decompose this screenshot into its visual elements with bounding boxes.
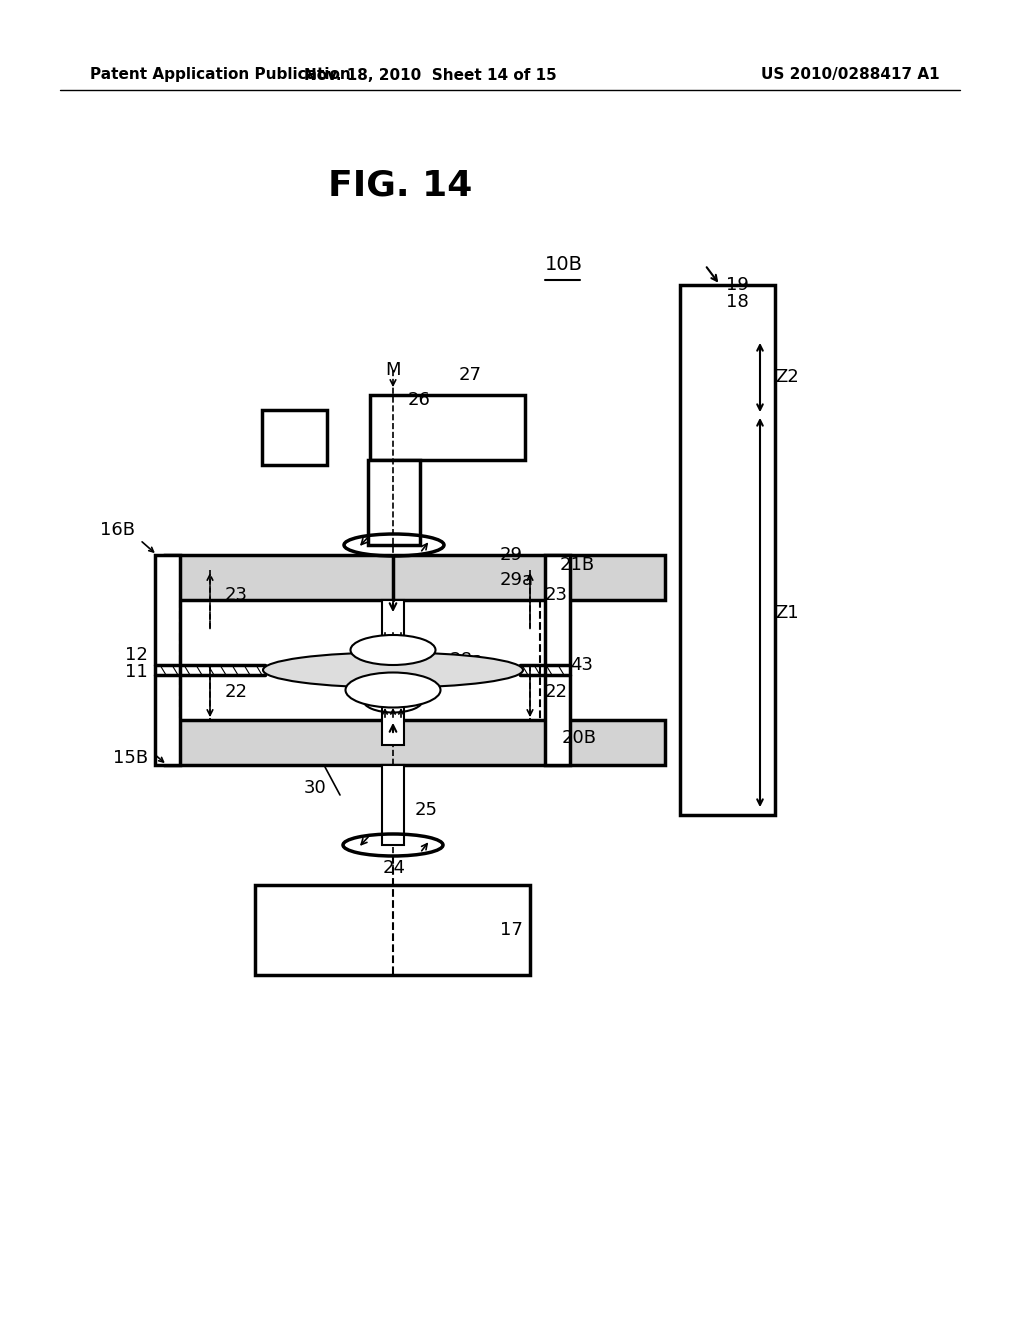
Text: Z1: Z1: [775, 605, 799, 622]
Text: 11: 11: [125, 663, 148, 681]
Text: Patent Application Publication: Patent Application Publication: [90, 67, 351, 82]
Text: 28: 28: [420, 671, 442, 689]
Text: 16B: 16B: [100, 521, 135, 539]
Bar: [382, 700, 404, 744]
Text: FIG. 14: FIG. 14: [328, 168, 472, 202]
Text: 23: 23: [225, 586, 248, 605]
Text: 29a: 29a: [500, 572, 535, 589]
Text: 24: 24: [383, 859, 406, 876]
Text: 20B: 20B: [562, 729, 597, 747]
Text: 22: 22: [545, 682, 568, 701]
Text: 22: 22: [225, 682, 248, 701]
Ellipse shape: [350, 635, 435, 665]
Bar: [382, 766, 404, 845]
Bar: [382, 601, 404, 645]
Text: Z2: Z2: [775, 368, 799, 385]
Text: 17: 17: [500, 921, 523, 939]
Text: 30: 30: [304, 779, 327, 797]
Bar: [255, 884, 530, 975]
Text: 28a: 28a: [450, 651, 484, 669]
Ellipse shape: [345, 672, 440, 708]
Bar: [370, 395, 525, 459]
Text: 15B: 15B: [113, 748, 148, 767]
Bar: [368, 459, 420, 545]
Text: US 2010/0288417 A1: US 2010/0288417 A1: [761, 67, 939, 82]
Text: 26: 26: [408, 391, 431, 409]
Bar: [545, 554, 570, 766]
Text: 10B: 10B: [545, 256, 583, 275]
Bar: [262, 411, 327, 465]
Text: 25: 25: [415, 801, 438, 818]
Text: 18: 18: [726, 293, 749, 312]
Bar: [680, 285, 775, 814]
Bar: [165, 554, 665, 601]
Text: 23: 23: [545, 586, 568, 605]
Text: 27: 27: [459, 366, 481, 384]
Text: Nov. 18, 2010  Sheet 14 of 15: Nov. 18, 2010 Sheet 14 of 15: [304, 67, 556, 82]
Bar: [165, 719, 665, 766]
Text: 43: 43: [570, 656, 593, 675]
Text: M: M: [385, 360, 400, 379]
Text: 21B: 21B: [560, 556, 595, 574]
Text: 19: 19: [726, 276, 749, 294]
Ellipse shape: [263, 652, 523, 688]
Text: 29: 29: [500, 546, 523, 564]
Text: 12: 12: [125, 645, 148, 664]
Bar: [155, 554, 180, 766]
